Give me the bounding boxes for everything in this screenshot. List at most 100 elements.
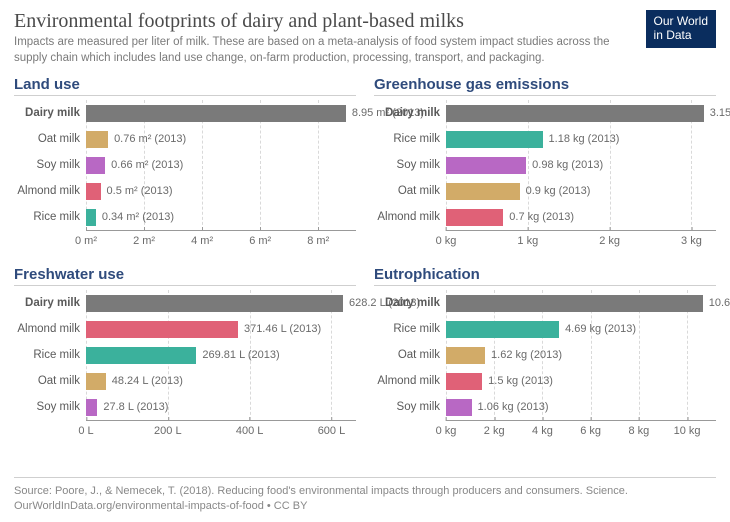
bar-row: Rice milk 0.34 m² (2013) (14, 204, 356, 230)
panel-title: Land use (14, 74, 356, 96)
bar-row: Soy milk0.98 kg (2013) (374, 152, 716, 178)
bar (446, 157, 526, 174)
chart-subtitle: Impacts are measured per liter of milk. … (14, 35, 634, 66)
row-label: Rice milk (374, 133, 446, 145)
panel-grid: Land useDairy milk8.95 m² (2013)Oat milk… (0, 72, 730, 450)
bar-row: Rice milk 4.69 kg (2013) (374, 316, 716, 342)
bar-area: 0.9 kg (2013) (446, 178, 716, 204)
row-label: Dairy milk (374, 297, 446, 309)
chart-body: Dairy milk10.65 kg (2013)Rice milk4.69 k… (374, 290, 716, 420)
bar (86, 321, 238, 338)
bar-row: Almond milk0.7 kg (2013) (374, 204, 716, 230)
bar-row: Oat milk1.62 kg (2013) (374, 342, 716, 368)
bar (446, 321, 559, 338)
bar-row: Rice milk1.18 kg (2013) (374, 126, 716, 152)
axis-tick: 2 kg (484, 421, 505, 437)
bar-area: 1.06 kg (2013) (446, 394, 716, 420)
bar-row: Oat milk 48.24 L (2013) (14, 368, 356, 394)
bar-row: Oat milk0.9 kg (2013) (374, 178, 716, 204)
row-label: Dairy milk (14, 107, 86, 119)
axis-tick: 0 m² (75, 231, 97, 247)
bar-area: 371.46 L (2013) (86, 316, 356, 342)
panel-title: Freshwater use (14, 264, 356, 286)
bar (446, 131, 543, 148)
bar-area: 269.81 L (2013) (86, 342, 356, 368)
bar (446, 399, 472, 416)
chart-body: Dairy milk628.2 L (2013)Almond milk371.4… (14, 290, 356, 420)
axis-tick: 2 m² (133, 231, 155, 247)
axis-tick: 1 kg (517, 231, 538, 247)
axis-tick: 0 kg (436, 231, 457, 247)
axis-tick: 4 m² (191, 231, 213, 247)
axis-tick: 8 kg (628, 421, 649, 437)
source-link: OurWorldInData.org/environmental-impacts… (14, 499, 716, 514)
bar (446, 295, 703, 312)
bar (446, 347, 485, 364)
bar-value-label: 1.5 kg (2013) (488, 375, 553, 387)
bar-value-label: 371.46 L (2013) (244, 323, 321, 335)
bar-row: Soy milk 1.06 kg (2013) (374, 394, 716, 420)
bar-row: Dairy milk8.95 m² (2013) (14, 100, 356, 126)
row-label: Oat milk (14, 375, 86, 387)
bar-value-label: 0.34 m² (2013) (102, 211, 174, 223)
bar (86, 209, 96, 226)
logo-line-1: Our World (654, 15, 708, 29)
bar-value-label: 4.69 kg (2013) (565, 323, 636, 335)
bar-area: 48.24 L (2013) (86, 368, 356, 394)
axis-tick: 6 kg (580, 421, 601, 437)
bar-value-label: 269.81 L (2013) (202, 349, 279, 361)
axis-tick: 600 L (318, 421, 346, 437)
bar-row: Almond milk371.46 L (2013) (14, 316, 356, 342)
chart-body: Dairy milk8.95 m² (2013)Oat milk0.76 m² … (14, 100, 356, 230)
source-text: Source: Poore, J., & Nemecek, T. (2018).… (14, 484, 716, 499)
bar-value-label: 0.98 kg (2013) (532, 159, 603, 171)
axis-tick: 3 kg (681, 231, 702, 247)
row-label: Oat milk (374, 349, 446, 361)
bar-value-label: 0.66 m² (2013) (111, 159, 183, 171)
bar-value-label: 27.8 L (2013) (103, 401, 168, 413)
axis-tick: 8 m² (307, 231, 329, 247)
bar-area: 1.62 kg (2013) (446, 342, 716, 368)
panel-title: Greenhouse gas emissions (374, 74, 716, 96)
logo-line-2: in Data (654, 29, 708, 43)
chart-title: Environmental footprints of dairy and pl… (14, 10, 716, 33)
row-label: Soy milk (374, 401, 446, 413)
bar-area: 0.76 m² (2013) (86, 126, 356, 152)
bar-area: 27.8 L (2013) (86, 394, 356, 420)
bar-area: 1.5 kg (2013) (446, 368, 716, 394)
bar-value-label: 0.9 kg (2013) (526, 185, 591, 197)
axis-tick: 2 kg (599, 231, 620, 247)
panel-land: Land useDairy milk8.95 m² (2013)Oat milk… (14, 74, 356, 260)
bar (86, 131, 108, 148)
bar-row: Rice milk269.81 L (2013) (14, 342, 356, 368)
bar (446, 373, 482, 390)
bar-value-label: 1.06 kg (2013) (478, 401, 549, 413)
bar-row: Almond milk0.5 m² (2013) (14, 178, 356, 204)
x-axis: 0 m²2 m²4 m²6 m²8 m² (14, 230, 356, 260)
bar (86, 183, 101, 200)
bar-area: 0.34 m² (2013) (86, 204, 356, 230)
bar-value-label: 0.7 kg (2013) (509, 211, 574, 223)
bar-area: 628.2 L (2013) (86, 290, 356, 316)
bar-row: Oat milk0.76 m² (2013) (14, 126, 356, 152)
row-label: Rice milk (374, 323, 446, 335)
bar-row: Dairy milk628.2 L (2013) (14, 290, 356, 316)
axis-tick: 200 L (154, 421, 182, 437)
x-axis: 0 kg 1 kg 2 kg 3 kg (374, 230, 716, 260)
x-axis: 0 kg2 kg4 kg6 kg8 kg10 kg (374, 420, 716, 450)
bar-value-label: 48.24 L (2013) (112, 375, 183, 387)
bar (86, 295, 343, 312)
bar-value-label: 10.65 kg (2013) (709, 297, 730, 309)
row-label: Dairy milk (14, 297, 86, 309)
bar-area: 4.69 kg (2013) (446, 316, 716, 342)
row-label: Rice milk (14, 211, 86, 223)
bar-area: 0.98 kg (2013) (446, 152, 716, 178)
chart-header: Environmental footprints of dairy and pl… (0, 0, 730, 72)
row-label: Oat milk (14, 133, 86, 145)
axis-tick: 0 kg (436, 421, 457, 437)
bar (86, 347, 196, 364)
bar (446, 209, 503, 226)
bar-area: 0.5 m² (2013) (86, 178, 356, 204)
bar-area: 0.66 m² (2013) (86, 152, 356, 178)
owid-logo: Our World in Data (646, 10, 716, 48)
